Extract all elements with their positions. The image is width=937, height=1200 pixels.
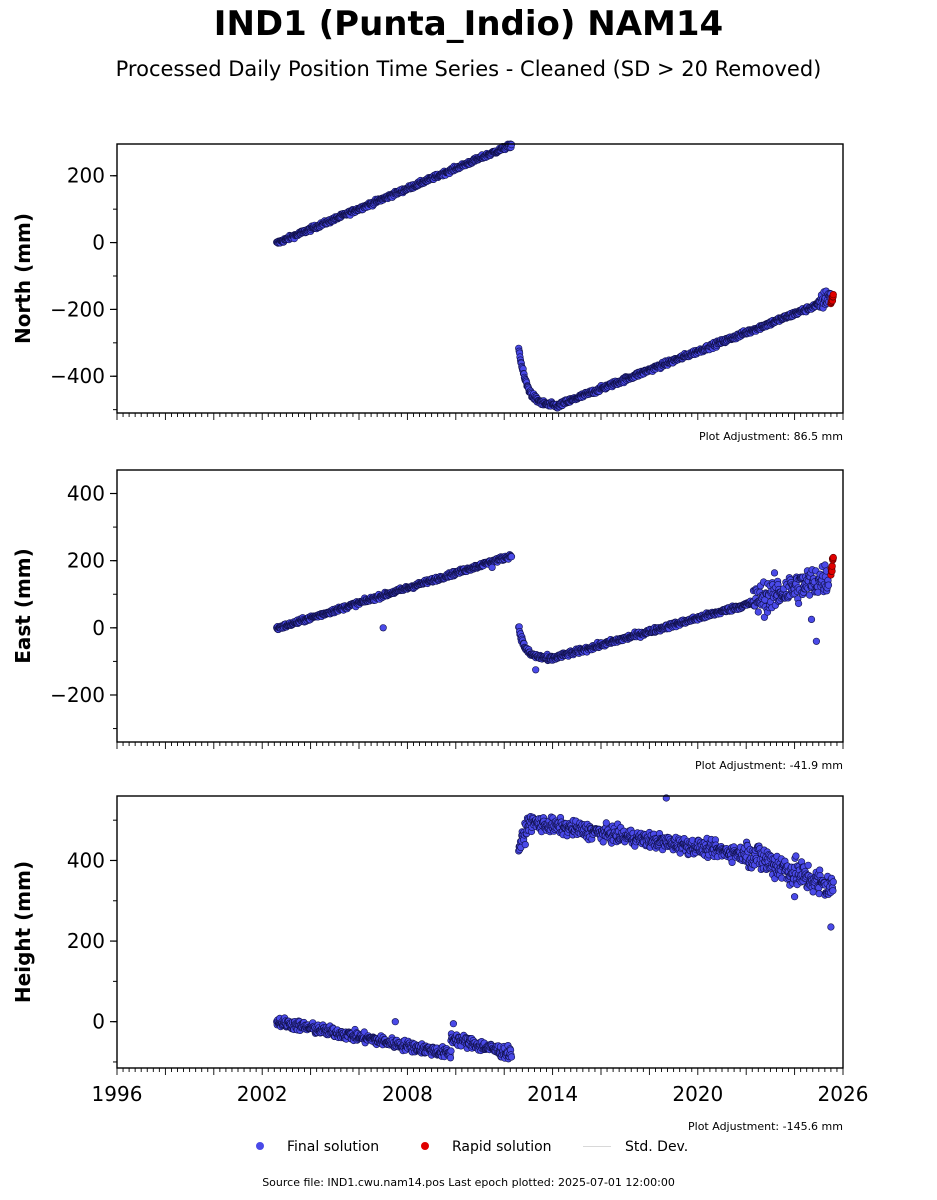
y-axis-label: North (mm) bbox=[11, 213, 35, 344]
final-point bbox=[821, 561, 829, 569]
y-tick-label: −200 bbox=[50, 683, 105, 707]
plot-adjustment-label: Plot Adjustment: 86.5 mm bbox=[699, 430, 843, 443]
final-point bbox=[829, 887, 837, 895]
panel-2-frame bbox=[116, 795, 844, 1069]
panel-0-frame bbox=[116, 143, 844, 414]
final-point bbox=[804, 861, 812, 869]
x-tick-label: 1996 bbox=[92, 1082, 143, 1106]
y-tick-label: 0 bbox=[92, 616, 105, 640]
x-tick-label: 2008 bbox=[382, 1082, 433, 1106]
panel-1-points bbox=[273, 551, 837, 674]
source-footer: Source file: IND1.cwu.nam14.pos Last epo… bbox=[262, 1176, 675, 1189]
final-point bbox=[447, 1047, 455, 1055]
final-point bbox=[602, 819, 610, 827]
y-tick-label: 200 bbox=[67, 929, 105, 953]
y-tick-label: 0 bbox=[92, 231, 105, 255]
rapid-point bbox=[829, 291, 837, 299]
final-point bbox=[790, 893, 799, 901]
final-point bbox=[794, 599, 803, 608]
final-point bbox=[827, 923, 835, 931]
x-tick-label: 2026 bbox=[818, 1082, 869, 1106]
final-point bbox=[521, 840, 529, 849]
final-point bbox=[379, 624, 387, 632]
y-tick-label: 400 bbox=[67, 848, 105, 872]
final-point bbox=[507, 1053, 516, 1061]
rapid-point bbox=[828, 562, 836, 570]
y-axis-label: East (mm) bbox=[11, 548, 35, 664]
legend-final-label: Final solution bbox=[287, 1139, 380, 1155]
y-tick-label: −400 bbox=[50, 364, 105, 388]
y-tick-label: 200 bbox=[67, 549, 105, 573]
x-tick-label: 2020 bbox=[672, 1082, 723, 1106]
legend-std-label: Std. Dev. bbox=[625, 1139, 689, 1155]
final-point bbox=[488, 563, 496, 572]
final-point bbox=[446, 1054, 455, 1062]
page-subtitle: Processed Daily Position Time Series - C… bbox=[115, 57, 822, 81]
y-tick-label: 400 bbox=[67, 482, 105, 506]
final-point bbox=[829, 878, 837, 886]
final-point bbox=[754, 608, 762, 616]
final-point bbox=[812, 637, 821, 645]
y-tick-label: −200 bbox=[50, 297, 105, 321]
final-point bbox=[507, 553, 516, 561]
page-title: IND1 (Punta_Indio) NAM14 bbox=[213, 4, 724, 44]
final-point bbox=[815, 890, 823, 898]
final-point bbox=[807, 615, 816, 624]
final-point bbox=[391, 1018, 399, 1026]
plot-adjustment-label: Plot Adjustment: -41.9 mm bbox=[695, 759, 843, 772]
final-point bbox=[770, 569, 779, 577]
final-marker-icon bbox=[256, 1142, 264, 1150]
panel-2-points bbox=[273, 794, 837, 1063]
panel-0-points bbox=[273, 140, 837, 412]
final-point bbox=[532, 666, 540, 674]
chart-legend: Final solution Rapid solution Std. Dev. bbox=[0, 1138, 937, 1158]
rapid-point bbox=[829, 553, 837, 562]
legend-rapid-label: Rapid solution bbox=[452, 1139, 552, 1155]
rapid-marker-icon bbox=[421, 1142, 429, 1150]
final-point bbox=[824, 581, 833, 589]
x-tick-label: 2014 bbox=[527, 1082, 578, 1106]
y-tick-label: 0 bbox=[92, 1010, 105, 1034]
std-line-icon bbox=[583, 1146, 611, 1147]
x-tick-label: 2002 bbox=[237, 1082, 288, 1106]
plot-adjustment-label: Plot Adjustment: -145.6 mm bbox=[688, 1120, 843, 1133]
y-axis-label: Height (mm) bbox=[11, 861, 35, 1003]
final-point bbox=[449, 1020, 458, 1028]
y-tick-label: 200 bbox=[67, 164, 105, 188]
final-point bbox=[792, 852, 800, 860]
